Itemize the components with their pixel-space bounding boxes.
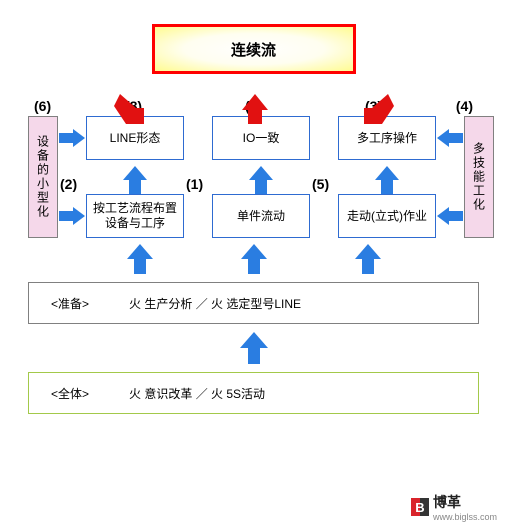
up-arrow-icon bbox=[127, 244, 153, 274]
box-layout: 按工艺流程布置设备与工序 bbox=[86, 194, 184, 238]
h-arrow-r1 bbox=[436, 116, 464, 160]
all-label: <全体> bbox=[51, 385, 89, 402]
box-single-flow: 单件流动 bbox=[212, 194, 310, 238]
arrow-to-prep bbox=[28, 332, 479, 364]
num-6: (6) bbox=[34, 98, 64, 114]
prep-box: <准备> 火 生产分析 ／ 火 选定型号LINE bbox=[28, 282, 479, 324]
up-arrow-icon bbox=[241, 244, 267, 274]
h-arrow-l1 bbox=[58, 116, 86, 160]
main-grid: 设备的小型化 LINE形态 IO一致 多工序操作 多技能工化 (2) (1) (… bbox=[28, 116, 479, 238]
top-goal-box: 连续流 bbox=[152, 24, 356, 74]
prep-text: 火 生产分析 ／ 火 选定型号LINE bbox=[129, 295, 301, 312]
cell-n1: (1) bbox=[212, 160, 310, 194]
numbers-row-upper: (6) (8) (7) (3) (4) bbox=[28, 80, 479, 114]
logo-url: www.biglss.com bbox=[433, 512, 497, 522]
num-4: (4) bbox=[443, 98, 473, 114]
up-arrow-icon bbox=[240, 332, 268, 364]
logo-icon: B bbox=[411, 498, 429, 516]
left-vertical-box: 设备的小型化 bbox=[28, 116, 58, 238]
footer-watermark: B 博革 www.biglss.com bbox=[411, 492, 497, 522]
arrows-to-row2 bbox=[28, 244, 479, 274]
right-vertical-box: 多技能工化 bbox=[464, 116, 494, 238]
prep-label: <准备> bbox=[51, 295, 89, 312]
all-text: 火 意识改革 ／ 火 5S活动 bbox=[129, 385, 265, 402]
cell-n2: (2) bbox=[86, 160, 184, 194]
box-standing: 走动(立式)作业 bbox=[338, 194, 436, 238]
h-arrow-r2 bbox=[436, 194, 464, 238]
red-arrow-left bbox=[114, 94, 144, 124]
up-arrow-icon bbox=[355, 244, 381, 274]
red-arrow-right bbox=[364, 94, 394, 124]
all-box: <全体> 火 意识改革 ／ 火 5S活动 bbox=[28, 372, 479, 414]
logo-brand: 博革 bbox=[433, 492, 497, 512]
red-arrow-mid bbox=[242, 94, 268, 124]
h-arrow-l2 bbox=[58, 194, 86, 238]
cell-n5: (5) bbox=[338, 160, 436, 194]
